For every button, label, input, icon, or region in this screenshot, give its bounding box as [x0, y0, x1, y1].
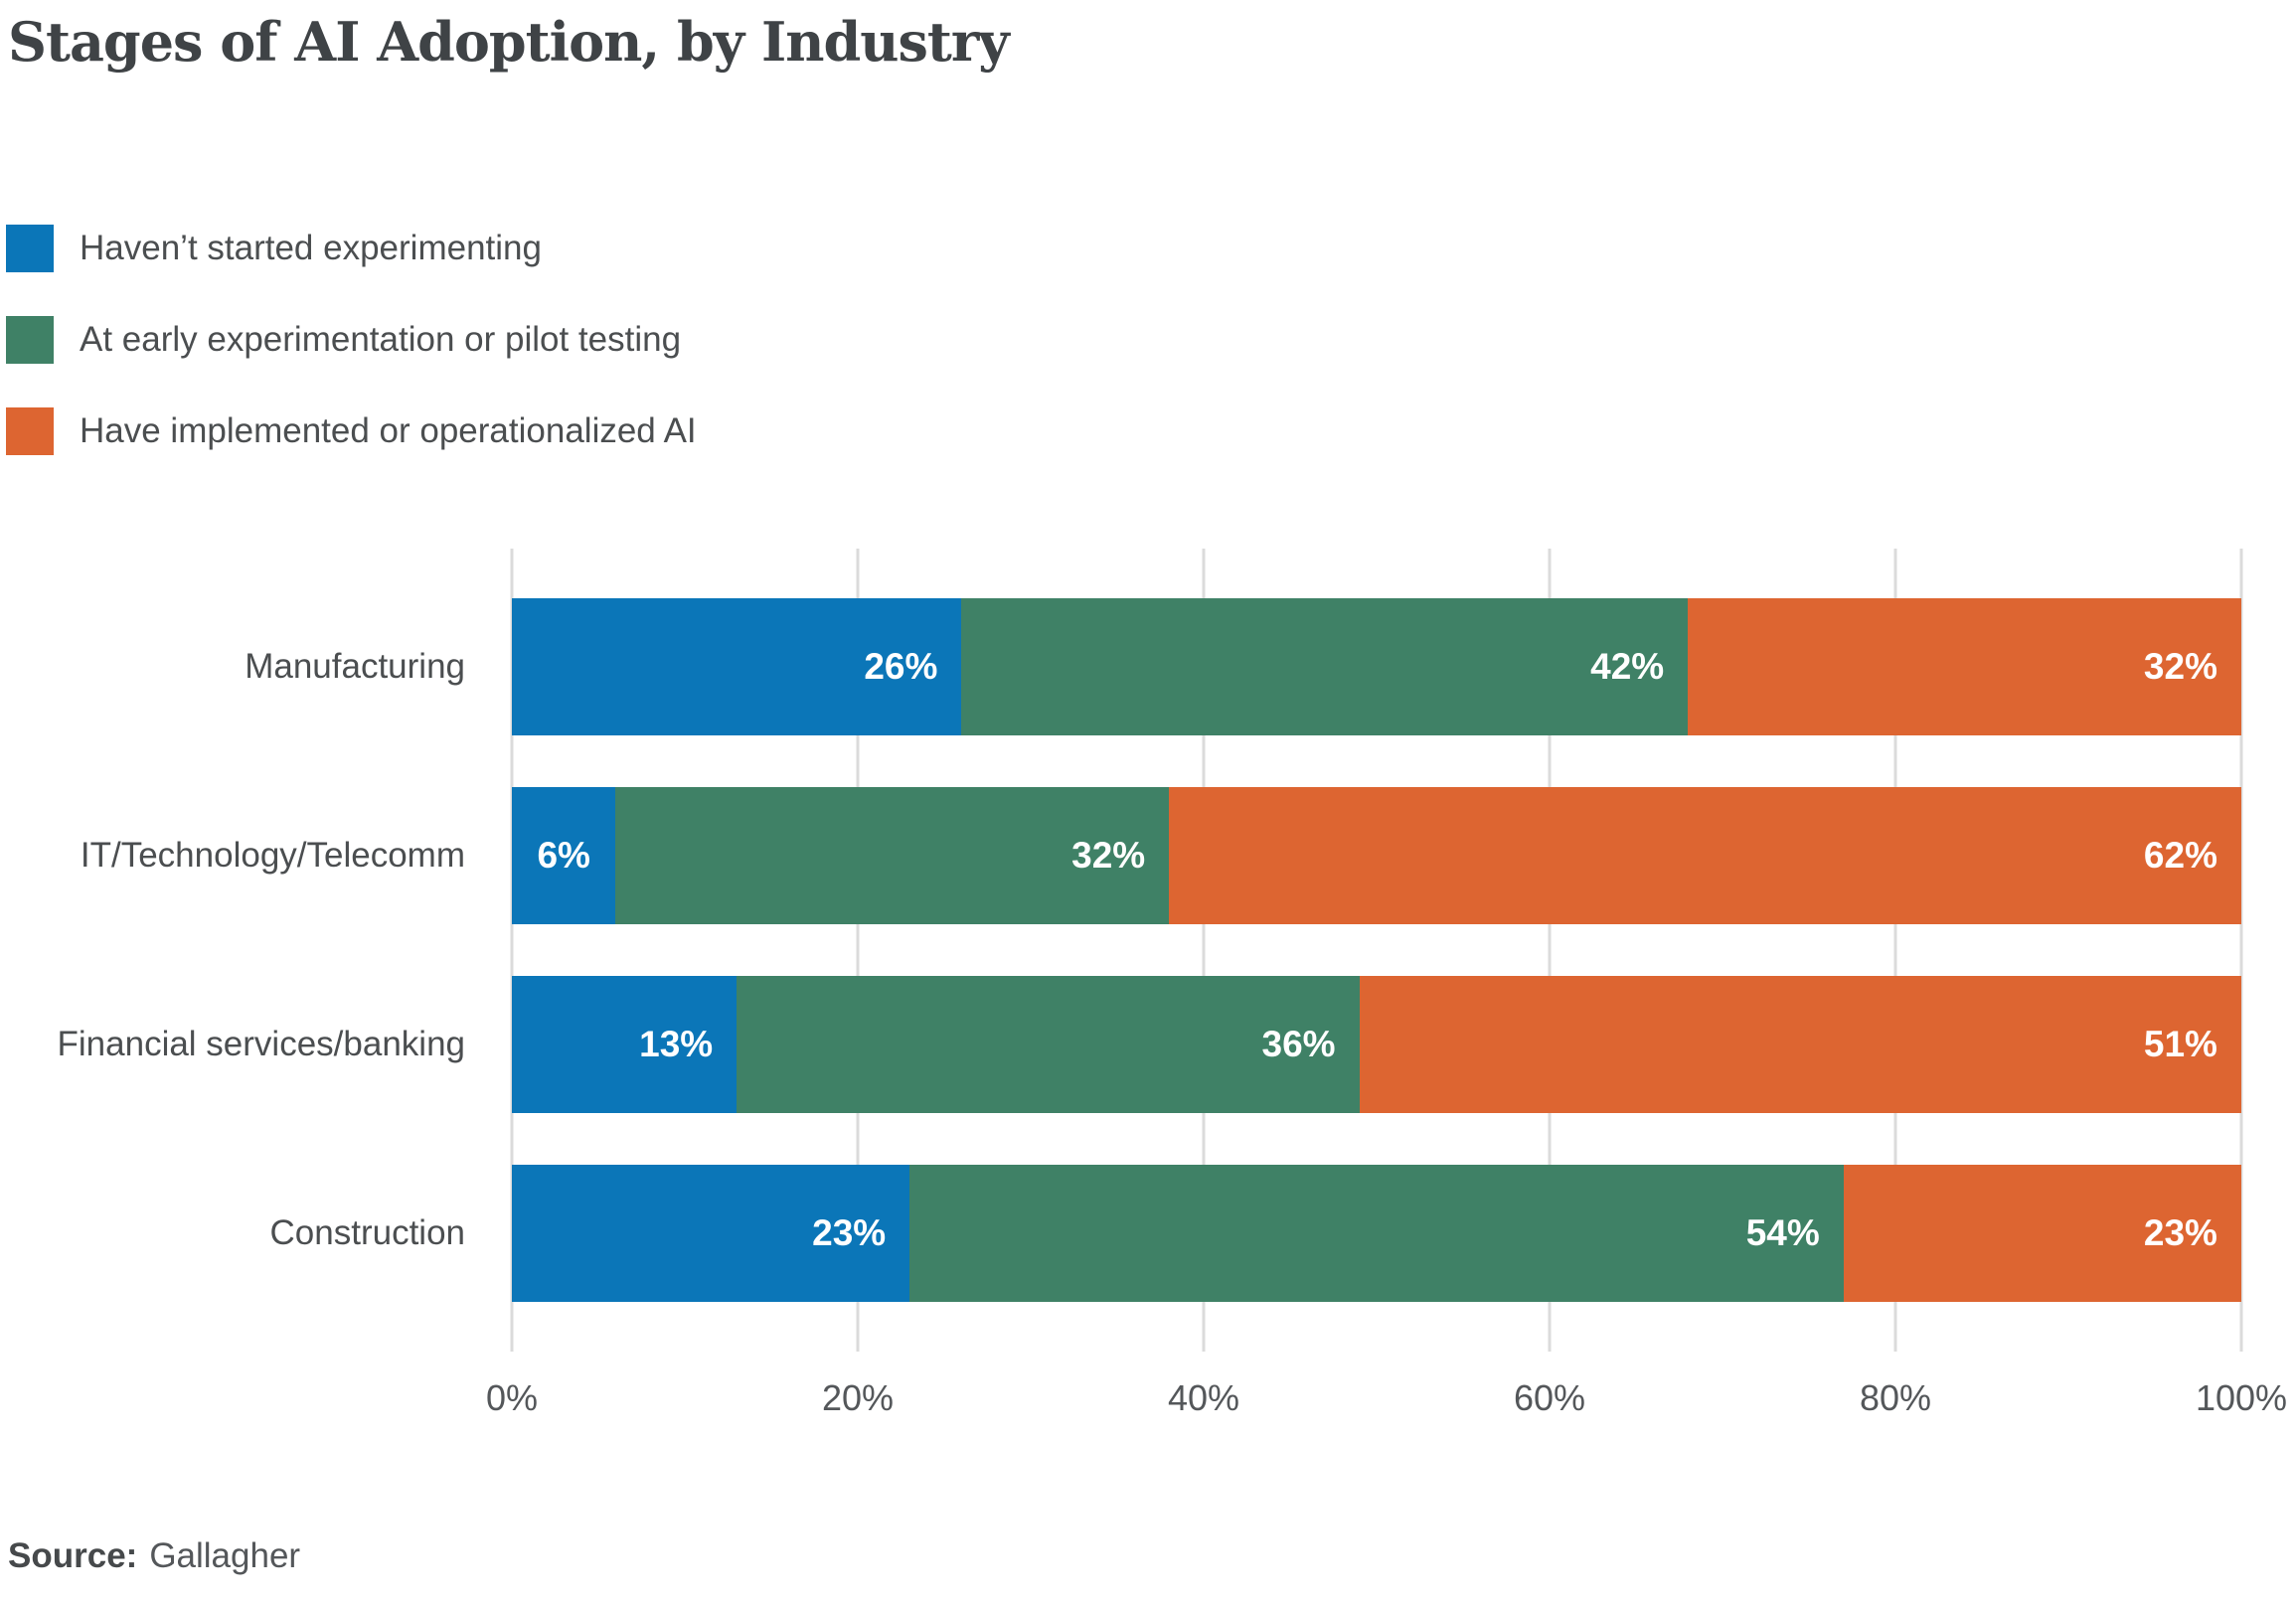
legend-swatch	[6, 225, 54, 272]
x-axis: 0% 20% 40% 60% 80% 100%	[486, 1377, 2287, 1437]
x-tick-label: 60%	[1513, 1377, 1586, 1418]
bar-segment: 36%	[737, 976, 1360, 1113]
bar-row: 13% 36% 51%	[512, 976, 2241, 1113]
category-label: Manufacturing	[245, 647, 465, 686]
legend-swatch	[6, 407, 54, 455]
bar-segment: 6%	[512, 787, 616, 924]
gridline	[1893, 549, 1897, 1352]
bar-row: 6% 32% 62%	[512, 787, 2241, 924]
bar-value-label: 13%	[639, 1024, 714, 1064]
bar-row: 23% 54% 23%	[512, 1165, 2241, 1302]
legend: Haven’t started experimenting At early ex…	[6, 225, 697, 455]
bar-value-label: 23%	[812, 1212, 887, 1253]
bar-value-label: 51%	[2143, 1024, 2217, 1064]
bar-value-label: 32%	[1071, 835, 1146, 876]
bar-segment: 13%	[512, 976, 738, 1113]
bar-row: 26% 42% 32%	[512, 598, 2241, 735]
bar-value-label: 36%	[1261, 1024, 1336, 1064]
x-tick-label: 20%	[821, 1377, 895, 1418]
bar-segment: 42%	[961, 598, 1689, 735]
gridline	[1202, 549, 1206, 1352]
legend-item: Have implemented or operationalized AI	[6, 407, 697, 455]
legend-item: Haven’t started experimenting	[6, 225, 697, 272]
legend-label: Haven’t started experimenting	[80, 229, 542, 267]
legend-item: At early experimentation or pilot testin…	[6, 316, 697, 364]
legend-label: Have implemented or operationalized AI	[80, 411, 697, 450]
bar-value-label: 6%	[537, 835, 590, 876]
category-label: IT/Technology/Telecomm	[80, 836, 465, 875]
bar-value-label: 26%	[864, 646, 938, 687]
source-note: Source: Gallagher	[8, 1536, 300, 1576]
bar-segment: 32%	[1688, 598, 2241, 735]
category-label: Financial services/banking	[57, 1025, 465, 1063]
category-label: Construction	[269, 1213, 465, 1252]
legend-label: At early experimentation or pilot testin…	[80, 320, 682, 359]
bar-value-label: 23%	[2143, 1212, 2217, 1253]
category-labels: Manufacturing IT/Technology/Telecomm Finan…	[0, 549, 465, 1352]
bar-value-label: 54%	[1745, 1212, 1820, 1253]
bar-segment: 23%	[1843, 1165, 2241, 1302]
legend-swatch	[6, 316, 54, 364]
x-tick-label: 100%	[2195, 1377, 2288, 1418]
source-label: Source:	[8, 1536, 138, 1575]
gridline	[1548, 549, 1552, 1352]
bar-value-label: 32%	[2143, 646, 2217, 687]
bar-segment: 23%	[512, 1165, 910, 1302]
x-tick-label: 40%	[1167, 1377, 1240, 1418]
bar-segment: 51%	[1359, 976, 2241, 1113]
bar-segment: 32%	[615, 787, 1170, 924]
bar-value-label: 42%	[1590, 646, 1665, 687]
x-tick-label: 0%	[485, 1377, 539, 1418]
bar-segment: 54%	[909, 1165, 1844, 1302]
bar-segment: 62%	[1169, 787, 2241, 924]
gridline	[510, 549, 514, 1352]
bar-segment: 26%	[512, 598, 962, 735]
chart-title: Stages of AI Adoption, by Industry	[8, 10, 1010, 74]
x-tick-label: 80%	[1859, 1377, 1932, 1418]
gridline	[2239, 549, 2243, 1352]
plot-area: 26% 42% 32% 6% 32% 62% 13% 36% 51% 23% 54% 23%	[510, 549, 2243, 1352]
gridline	[856, 549, 860, 1352]
source-value: Gallagher	[149, 1536, 301, 1575]
bar-value-label: 62%	[2143, 835, 2217, 876]
